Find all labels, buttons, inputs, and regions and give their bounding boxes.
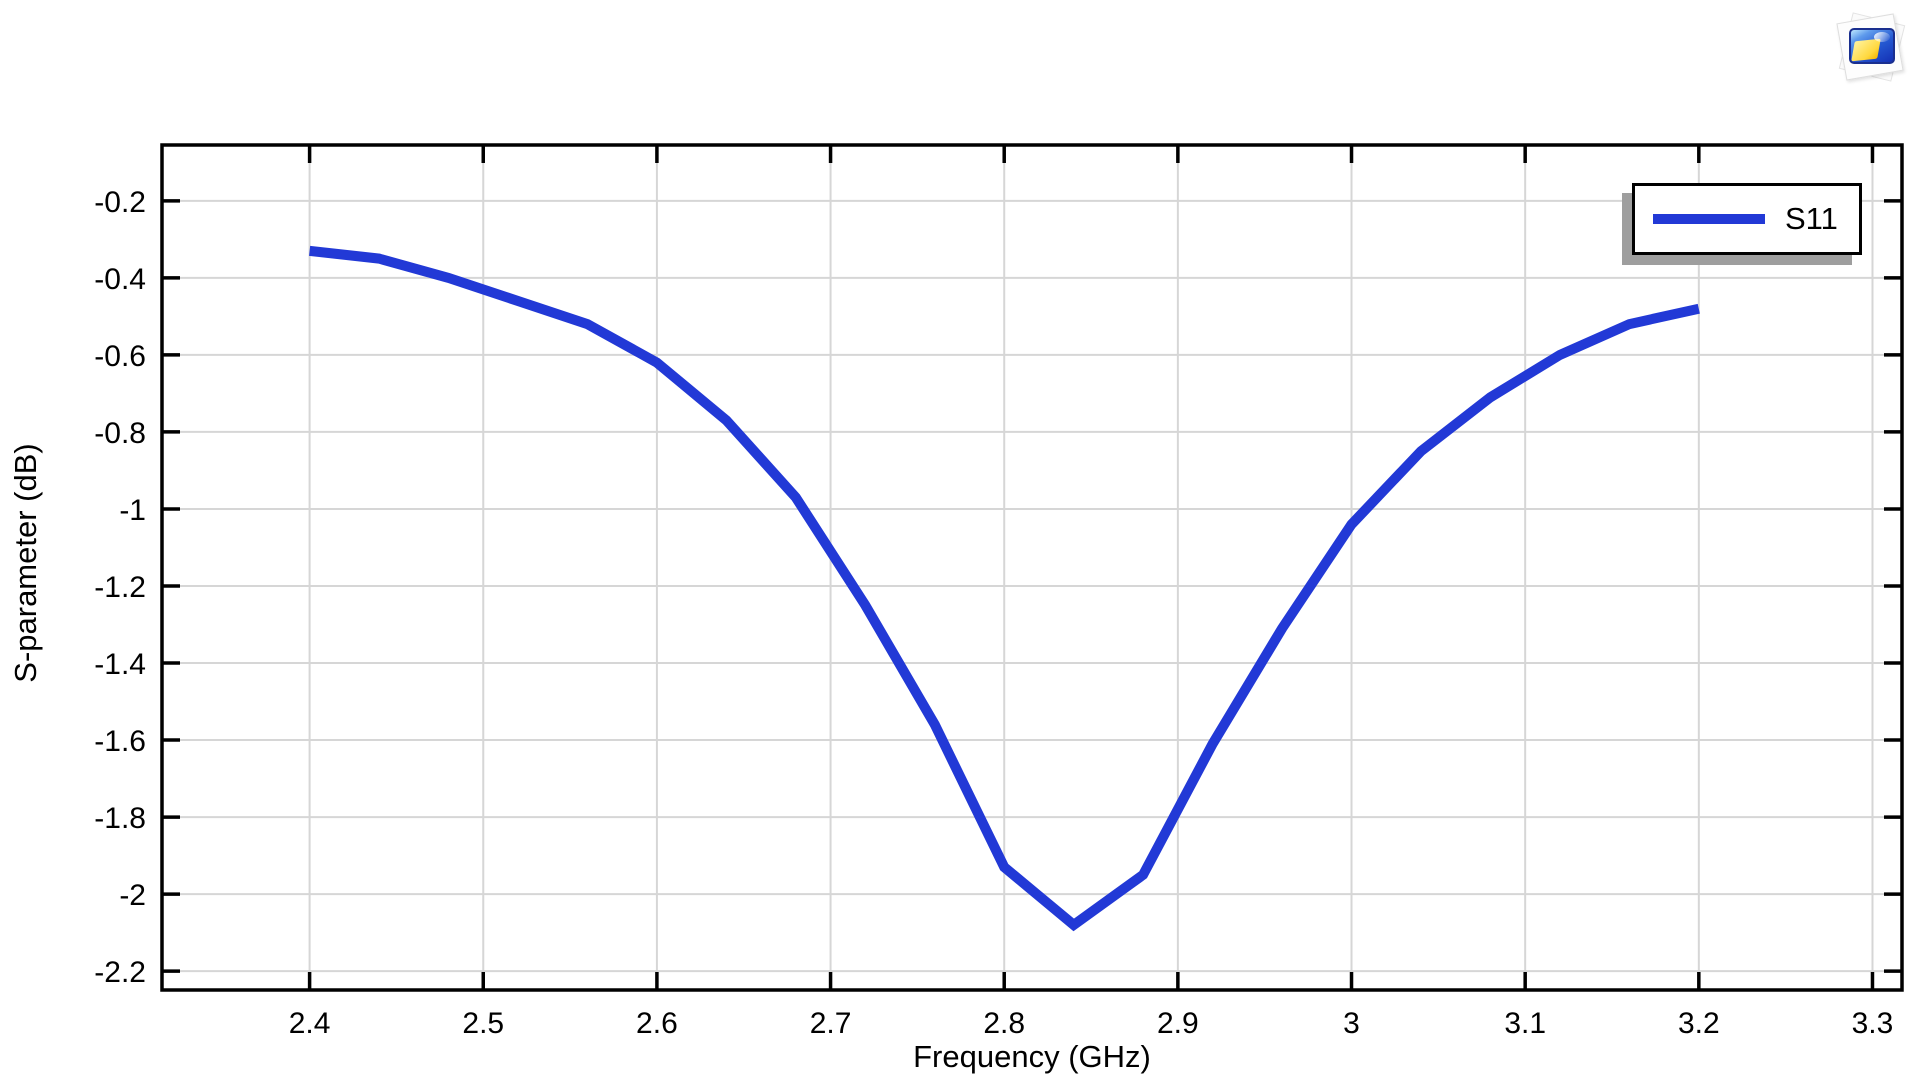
series-curve-S11 [309,245,1700,932]
y-tick-label: -0.8 [94,417,146,450]
x-tick-label: 2.5 [462,1007,504,1040]
x-tick-label: 2.4 [289,1007,331,1040]
plot-snapshot-icon [1833,10,1907,84]
legend-line-sample [1653,214,1765,224]
legend-series-label: S11 [1785,201,1838,236]
x-tick-label: 3.1 [1504,1007,1546,1040]
screen-icon [1849,28,1895,64]
y-tick-label: -1.8 [94,802,146,835]
y-tick-label: -0.2 [94,186,146,219]
x-tick-label: 2.7 [810,1007,852,1040]
x-tick-label: 3.3 [1852,1007,1894,1040]
x-tick-label: 2.8 [983,1007,1025,1040]
x-axis-title: Frequency (GHz) [913,1039,1151,1074]
y-tick-label: -1.2 [94,571,146,604]
screen-yellow-area [1851,38,1881,62]
y-tick-label: -1.4 [94,648,146,681]
x-tick-label: 2.6 [636,1007,678,1040]
y-tick-label: -0.4 [94,263,146,296]
screen-gloss [1874,32,1890,42]
y-tick-label: -2 [119,879,146,912]
y-tick-label: -1 [119,494,146,527]
x-tick-label: 3.2 [1678,1007,1720,1040]
y-tick-label: -1.6 [94,725,146,758]
legend-box: S11 [1632,183,1862,255]
y-tick-label: -0.6 [94,340,146,373]
y-tick-label: -2.2 [94,956,146,989]
y-axis-title: S-parameter (dB) [8,443,43,683]
x-tick-label: 2.9 [1157,1007,1199,1040]
axis-frame [160,143,1904,992]
x-tick-label: 3 [1343,1007,1360,1040]
